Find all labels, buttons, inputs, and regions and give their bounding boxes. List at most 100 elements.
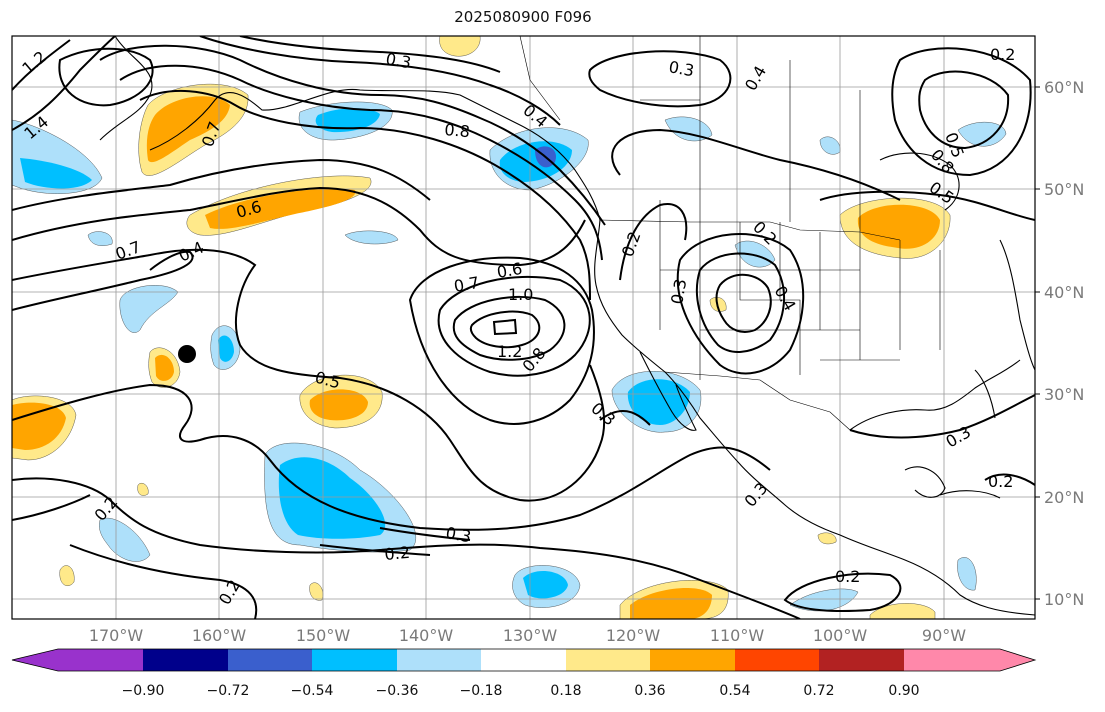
colorbar-tick: 0.72 [803, 683, 835, 699]
colorbar-tick: −0.90 [121, 683, 165, 699]
pos-fill-bottom2 [869, 603, 936, 619]
pos-fill-small2 [309, 582, 324, 601]
contour-0.2-south-loop [783, 572, 902, 612]
contour-label: 0.8 [519, 344, 550, 376]
colorbar-tick: −0.72 [206, 683, 250, 699]
contour-label: 0.3 [587, 399, 619, 430]
colorbar-segment [12, 649, 143, 671]
contour-0.2-us-loop [676, 233, 805, 375]
contour-ridge-3 [139, 90, 591, 301]
contour-0.3 [12, 383, 771, 531]
plot-frame [11, 35, 1036, 620]
colorbar-segment [566, 649, 650, 671]
pos-fill-bottom1-core [630, 587, 712, 619]
na-west-coast [594, 219, 1035, 616]
colorbar [11, 648, 1037, 672]
contour-label: 0.4 [741, 62, 770, 94]
colorbar-segment [312, 649, 397, 671]
contour-0.4-north [239, 36, 501, 73]
neg-fill-pac1 [344, 230, 399, 245]
pos-fill-north-pac-core [205, 188, 356, 229]
lat-label-10n: 10°N [1044, 590, 1085, 609]
contour-0.3-south [379, 527, 471, 541]
contour-ridge-1 [99, 44, 606, 226]
neg-fill-gulf-alaska-core [315, 108, 380, 133]
neg-fill-rockies [734, 240, 776, 268]
map-title: 2025080900 F096 [454, 8, 592, 26]
contour-label: 0.3 [444, 523, 472, 546]
pos-fill-mid2-core [155, 354, 174, 381]
contour-0.4 [12, 250, 194, 311]
contour-0.8-loop [437, 275, 591, 377]
contour-label: 0.2 [835, 567, 860, 586]
contour-label: 0.2 [990, 45, 1015, 64]
lon-label-100w: 100°W [812, 626, 868, 645]
cuba [939, 490, 1001, 499]
colorbar-tick: 0.36 [634, 683, 666, 699]
lon-label-90w: 90°W [921, 626, 967, 645]
contour-1.0-loop [452, 295, 566, 361]
contour-label: 0.2 [618, 229, 645, 259]
contour-0.7-mid [408, 256, 595, 425]
pos-fill-top [439, 36, 481, 57]
florida [974, 369, 996, 419]
location-marker [178, 345, 196, 363]
lon-label-130w: 130°W [502, 626, 558, 645]
lon-label-120w: 120°W [605, 626, 661, 645]
colorbar-segment [650, 649, 735, 671]
contour-0.3-southeast [849, 394, 1035, 439]
lon-label-170w: 170°W [88, 626, 144, 645]
lat-label-20n: 20°N [1044, 488, 1085, 507]
neg-fill-hawaii-core [278, 457, 386, 539]
contour-label: 0.3 [667, 57, 695, 80]
contour-label: 0.2 [384, 543, 411, 564]
contour-0.3-sw [599, 410, 651, 426]
contour-1.4-nw [12, 36, 116, 131]
colorbar-tick: 0.18 [550, 683, 582, 699]
lat-label-50n: 50°N [1044, 180, 1085, 199]
neg-fill-central-am [957, 557, 977, 591]
pos-fill-small1 [59, 565, 75, 586]
contour-label: 0.3 [741, 479, 772, 511]
contour-0.2-coast [619, 203, 688, 281]
contour-0.5-us [819, 190, 1035, 221]
neg-fill-hudson [957, 121, 1007, 147]
lat-label-60n: 60°N [1044, 78, 1085, 97]
lat-label-40n: 40°N [1044, 283, 1085, 302]
contour-0.2-hawaii [12, 494, 91, 521]
contour-label: 0.2 [988, 472, 1013, 491]
tick-marks [1035, 86, 1040, 600]
positive-anomaly-fills [12, 36, 951, 619]
neg-fill-wpac [119, 285, 179, 333]
pos-fill-alaska-core [146, 96, 230, 163]
neg-fill-ne1 [819, 136, 841, 155]
contour-0.7-west [12, 186, 586, 267]
contour-1.2-nw [12, 39, 71, 91]
colorbar-outline [11, 648, 1037, 672]
neg-fill-mid1-core [218, 335, 234, 362]
contour-ne-loop-inner [918, 70, 1010, 150]
colorbar-segment [143, 649, 228, 671]
colorbar-segment [228, 649, 312, 671]
east-coast [999, 239, 1035, 371]
colorbar-segment [735, 649, 819, 671]
contour-0.4-ne [611, 128, 901, 201]
colorbar-tick: 0.54 [719, 683, 751, 699]
colorbar-tick: −0.54 [290, 683, 334, 699]
contour-0.2-sw [69, 544, 258, 619]
graticule [12, 36, 1035, 619]
contour-0.3-us-loop [695, 252, 786, 353]
colorbar-segment [819, 649, 904, 671]
contour-ridge-2 [119, 64, 603, 261]
colorbar-tick: −0.36 [375, 683, 419, 699]
contour-label: 1.2 [18, 47, 50, 78]
lon-label-150w: 150°W [295, 626, 351, 645]
us-canada-border [599, 219, 901, 241]
yucatan [904, 466, 946, 498]
neg-fill-south2 [99, 518, 151, 562]
pos-fill-small4 [817, 532, 837, 545]
contour-0.5-ne [588, 50, 732, 108]
alaska-border [519, 36, 561, 121]
contour-label: 1.2 [497, 342, 522, 361]
neg-fill-south1-core [523, 570, 568, 599]
